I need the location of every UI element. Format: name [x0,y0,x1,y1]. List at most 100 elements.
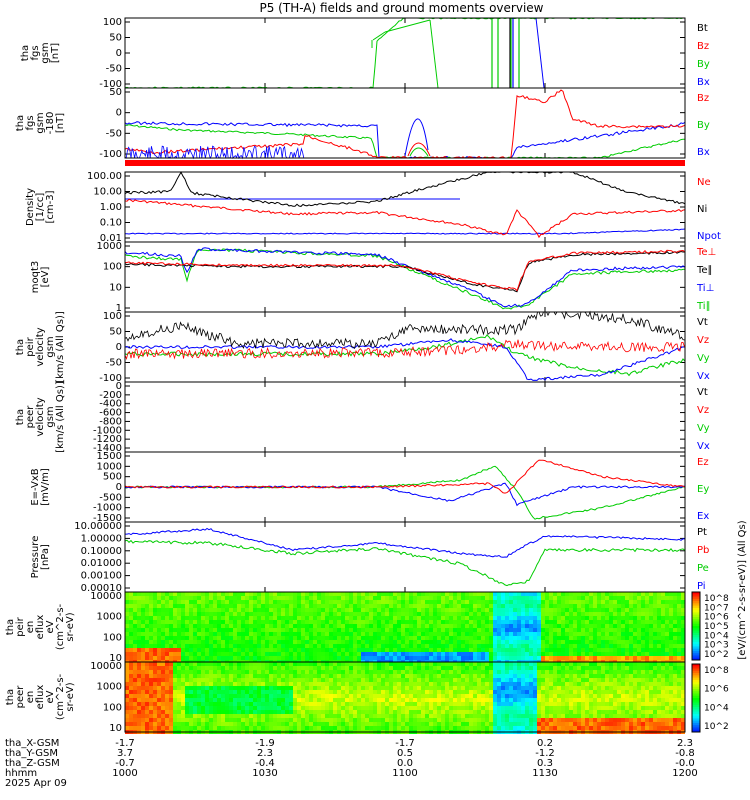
spectrogram-cell [633,648,637,652]
spectrogram-cell [189,698,193,702]
spectrogram-cell [317,592,321,596]
spectrogram-cell [525,652,529,656]
spectrogram-cell [453,656,457,660]
spectrogram-cell [153,628,157,632]
spectrogram-cell [445,682,449,686]
spectrogram-cell [585,670,589,674]
spectrogram-cell [181,644,185,648]
spectrogram-cell [181,670,185,674]
spectrogram-cell [581,726,585,730]
spectrogram-cell [645,612,649,616]
spectrogram-cell [585,608,589,612]
spectrogram-cell [569,624,573,628]
spectrogram-cell [389,706,393,710]
spectrogram-cell [549,640,553,644]
spectrogram-cell [593,628,597,632]
spectrogram-cell [361,620,365,624]
ytick-label: 100 [103,17,122,28]
spectrogram-cell [273,706,277,710]
spectrogram-cell [201,678,205,682]
spectrogram-cell [473,678,477,682]
spectrogram-cell [193,652,197,656]
spectrogram-cell [381,624,385,628]
spectrogram-cell [465,718,469,722]
spectrogram-cell [169,608,173,612]
spectrogram-cell [489,666,493,670]
spectrogram-cell [557,620,561,624]
spectrogram-cell [125,608,129,612]
spectrogram-cell [201,722,205,726]
spectrogram-cell [325,612,329,616]
spectrogram-cell [589,624,593,628]
spectrogram-cell [533,608,537,612]
spectrogram-cell [533,640,537,644]
spectrogram-cell [409,620,413,624]
spectrogram-cell [445,698,449,702]
spectrogram-cell [513,604,517,608]
spectrogram-cell [445,702,449,706]
spectrogram-cell [261,702,265,706]
spectrogram-cell [301,656,305,660]
spectrogram-cell [377,656,381,660]
spectrogram-cell [401,670,405,674]
spectrogram-cell [185,624,189,628]
ytick-label: 100.00 [87,171,122,182]
spectrogram-cell [357,620,361,624]
spectrogram-cell [349,710,353,714]
spectrogram-cell [345,698,349,702]
ytick-label: 50 [109,33,122,44]
spectrogram-cell [585,592,589,596]
spectrogram-cell [321,604,325,608]
series-ti-par [124,248,686,310]
spectrogram-cell [253,702,257,706]
spectrogram-cell [681,648,685,652]
spectrogram-cell [609,608,613,612]
ylabel-line: tha [15,409,26,425]
spectrogram-cell [205,612,209,616]
spectrogram-cell [653,620,657,624]
spectrogram-cell [557,616,561,620]
spectrogram-cell [509,620,513,624]
spectrogram-cell [297,682,301,686]
spectrogram-cell [133,604,137,608]
spectrogram-cell [261,690,265,694]
spectrogram-cell [369,648,373,652]
spectrogram-cell [541,662,545,666]
spectrogram-cell [537,644,541,648]
spectrogram-cell [505,722,509,726]
spectrogram-cell [549,662,553,666]
spectrogram-cell [513,690,517,694]
spectrogram-cell [345,600,349,604]
spectrogram-cell [169,682,173,686]
spectrogram-cell [397,698,401,702]
spectrogram-cell [569,702,573,706]
spectrogram-cell [177,600,181,604]
spectrogram-cell [549,714,553,718]
spectrogram-cell [169,670,173,674]
spectrogram-cell [305,722,309,726]
legend-bz: Bz [697,93,709,104]
spectrogram-cell [541,694,545,698]
spectrogram-cell [261,616,265,620]
spectrogram-cell [141,632,145,636]
spectrogram-cell [281,698,285,702]
spectrogram-cell [377,640,381,644]
spectrogram-cell [385,714,389,718]
spectrogram-cell [477,596,481,600]
spectrogram-cell [277,628,281,632]
spectrogram-cell [509,608,513,612]
spectrogram-cell [365,592,369,596]
spectrogram-cell [301,702,305,706]
spectrogram-cell [353,666,357,670]
spectrogram-cell [469,682,473,686]
spectrogram-cell [333,600,337,604]
spectrogram-cell [413,726,417,730]
legend-vy: Vy [697,423,710,434]
ylabel: E=-VxB [mV/m] [30,468,51,506]
spectrogram-cell [605,648,609,652]
spectrogram-cell [465,624,469,628]
spectrogram-cell [521,632,525,636]
spectrogram-cell [249,694,253,698]
spectrogram-cell [593,648,597,652]
spectrogram-cell [145,662,149,666]
